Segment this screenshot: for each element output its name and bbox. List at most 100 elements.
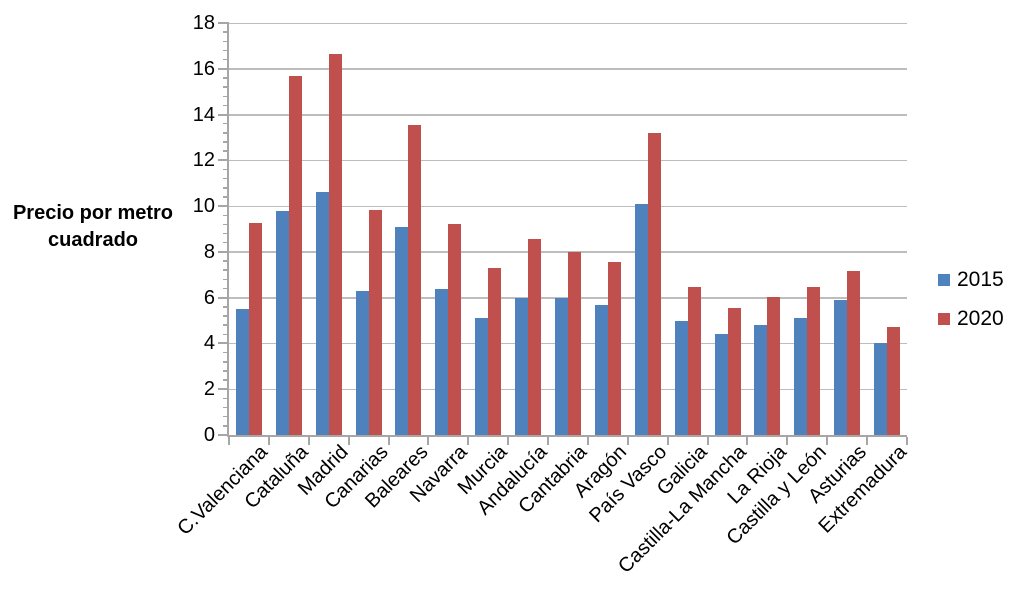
x-tick xyxy=(906,437,908,445)
y-minor-tick xyxy=(223,370,229,372)
gridline-10 xyxy=(229,205,907,208)
y-minor-tick xyxy=(223,77,229,79)
y-minor-tick xyxy=(223,95,229,97)
bar-2015-Asturias xyxy=(834,299,848,435)
bar-2015-Galicia xyxy=(674,320,688,435)
y-minor-tick xyxy=(223,150,229,152)
y-axis-title-line1: Precio por metro xyxy=(12,202,174,224)
y-axis-title-line2: cuadrado xyxy=(47,229,139,251)
gridline-18 xyxy=(229,22,907,24)
bar-2015-C.Valenciana xyxy=(235,309,249,435)
y-major-tick-6 xyxy=(218,296,229,299)
y-axis-labels: 0 2 4 6 8 10 12 14 16 18 xyxy=(0,12,215,446)
y-minor-tick xyxy=(223,351,229,354)
y-minor-tick xyxy=(223,214,229,217)
y-minor-tick xyxy=(223,306,229,308)
y-minor-tick xyxy=(223,406,229,409)
y-tick-label-12: 12 xyxy=(192,149,215,172)
y-minor-tick xyxy=(223,415,229,418)
x-tick xyxy=(626,437,629,445)
y-minor-tick xyxy=(223,104,229,107)
bar-2020-La Rioja xyxy=(767,296,781,435)
y-minor-tick xyxy=(223,58,229,61)
gridline-16 xyxy=(229,68,907,70)
y-minor-tick xyxy=(223,141,229,143)
y-minor-tick xyxy=(223,324,229,326)
y-minor-tick xyxy=(223,333,229,336)
bar-2015-Madrid xyxy=(315,192,329,435)
y-minor-tick xyxy=(223,315,229,317)
bar-2020-Murcia xyxy=(488,267,502,435)
y-tick-label-4: 4 xyxy=(203,332,215,355)
bar-2020-Asturias xyxy=(847,271,861,435)
legend-item-2015: 2015 xyxy=(938,268,1004,292)
y-major-tick-10 xyxy=(218,205,229,208)
legend-label-2015: 2015 xyxy=(957,268,1004,291)
bar-2015-Navarra xyxy=(435,288,449,435)
y-major-tick-18 xyxy=(218,22,229,24)
y-minor-tick xyxy=(223,196,229,198)
x-tick xyxy=(267,437,270,445)
x-axis-labels: C.Valenciana Cataluña Madrid Canarias Balear… xyxy=(174,441,911,590)
bar-2015-La Rioja xyxy=(754,325,768,435)
bar-2020-Baleares xyxy=(408,124,422,435)
y-major-tick-0 xyxy=(218,434,229,436)
x-tick xyxy=(746,437,749,445)
bar-2015-Aragón xyxy=(594,304,608,435)
bar-2020-C.Valenciana xyxy=(248,223,262,435)
x-tick xyxy=(826,437,829,445)
y-tick-label-18: 18 xyxy=(192,12,215,34)
x-tick xyxy=(307,437,310,445)
y-major-tick-14 xyxy=(218,113,229,116)
y-tick-label-10: 10 xyxy=(192,195,215,218)
y-minor-tick xyxy=(223,187,229,189)
y-minor-tick xyxy=(223,40,229,43)
x-tick xyxy=(228,437,230,445)
bar-2020-Castilla-La Mancha xyxy=(727,307,741,435)
y-major-tick-16 xyxy=(218,67,229,70)
x-tick xyxy=(387,437,390,445)
legend-swatch-2015 xyxy=(938,274,950,286)
bar-2020-País Vasco xyxy=(647,132,661,435)
y-major-tick-4 xyxy=(218,342,229,345)
y-minor-tick xyxy=(223,278,229,281)
legend-swatch-2020 xyxy=(938,313,950,325)
bar-2020-Extremadura xyxy=(887,327,901,435)
y-tick-label-14: 14 xyxy=(192,103,215,126)
y-tick-label-8: 8 xyxy=(203,240,215,263)
bar-2015-Castilla y León xyxy=(794,318,808,435)
bar-2020-Madrid xyxy=(328,53,342,435)
x-tick xyxy=(467,437,470,445)
bar-2015-Extremadura xyxy=(874,343,888,435)
y-minor-tick xyxy=(223,361,229,363)
x-tick xyxy=(866,437,869,445)
y-minor-tick xyxy=(223,86,229,88)
legend: 2015 2020 xyxy=(938,268,1004,346)
y-minor-tick xyxy=(223,287,229,290)
x-tick xyxy=(547,437,550,445)
legend-label-2020: 2020 xyxy=(957,307,1004,330)
y-minor-tick xyxy=(223,31,229,33)
x-tick xyxy=(507,437,510,445)
x-tick xyxy=(586,437,589,445)
y-minor-tick xyxy=(223,425,229,427)
gridline-14 xyxy=(229,114,907,116)
bar-2015-Murcia xyxy=(475,318,489,435)
y-tick-label-16: 16 xyxy=(192,57,215,80)
y-minor-tick xyxy=(223,232,229,235)
y-minor-tick xyxy=(223,269,229,271)
y-axis-title: Precio por metro cuadrado xyxy=(2,200,184,254)
bar-2020-Aragón xyxy=(607,262,621,435)
y-tick-label-2: 2 xyxy=(203,378,215,401)
y-major-tick-8 xyxy=(218,250,229,253)
y-minor-tick xyxy=(223,177,229,180)
bar-2020-Castilla y León xyxy=(807,287,821,435)
y-minor-tick xyxy=(223,397,229,400)
x-tick xyxy=(666,437,669,445)
y-minor-tick xyxy=(223,379,229,381)
y-axis-ticks xyxy=(218,22,229,436)
x-tick xyxy=(706,437,709,445)
y-major-tick-12 xyxy=(218,159,229,162)
x-tick xyxy=(347,437,350,445)
